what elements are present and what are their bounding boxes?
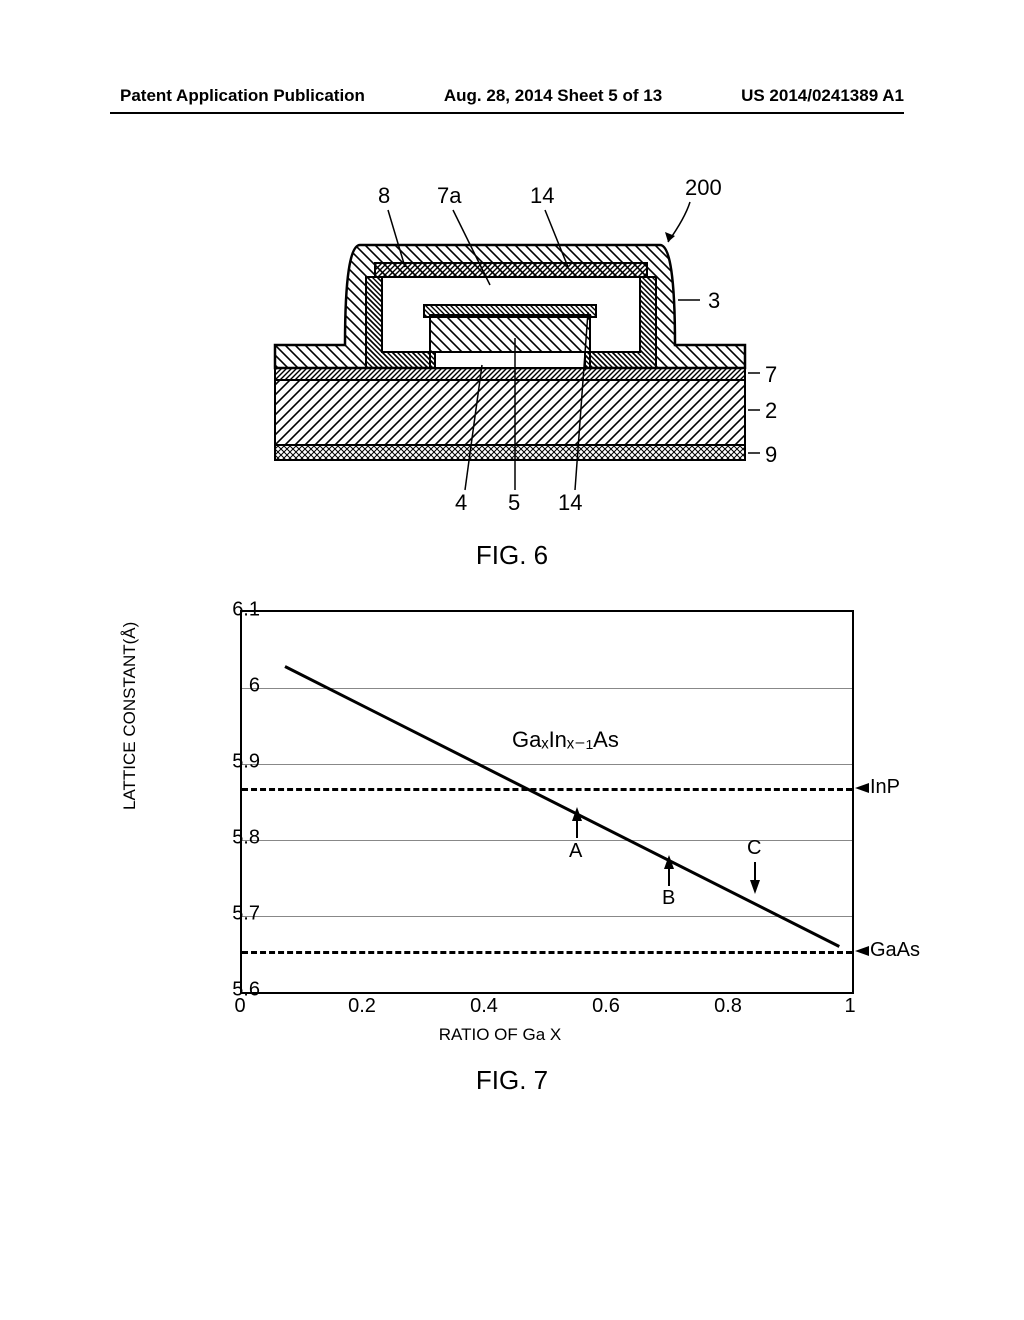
point-c-label: C — [747, 837, 761, 860]
fig6-ref-14-top: 14 — [530, 183, 554, 209]
point-b-arrow — [664, 855, 674, 869]
xtick: 0.2 — [348, 995, 376, 1018]
header-rule — [110, 112, 904, 114]
ytick: 6 — [210, 675, 260, 698]
xtick: 0 — [234, 995, 245, 1018]
ytick: 5.9 — [210, 751, 260, 774]
gridline — [242, 764, 852, 765]
patent-header: Patent Application Publication Aug. 28, … — [0, 86, 1024, 106]
header-right: US 2014/0241389 A1 — [741, 86, 904, 106]
series-label: GaₓInₓ₋₁As — [512, 727, 619, 753]
point-a-arrow — [572, 807, 582, 821]
xtick: 0.8 — [714, 995, 742, 1018]
gridline — [242, 916, 852, 917]
gaas-arrow — [855, 946, 869, 956]
fig7-caption: FIG. 7 — [0, 1065, 1024, 1096]
inp-label: InP — [870, 776, 900, 799]
fig6-ref-14-bot: 14 — [558, 490, 582, 516]
point-c-stem — [754, 862, 756, 880]
point-a-label: A — [569, 840, 582, 863]
fig6-ref-200: 200 — [685, 175, 722, 201]
fig6-ref-3: 3 — [708, 288, 720, 314]
fig6-ref-9: 9 — [765, 442, 777, 468]
point-b-stem — [668, 868, 670, 886]
gaas-line — [242, 951, 852, 954]
fig6-caption: FIG. 6 — [0, 540, 1024, 571]
header-left: Patent Application Publication — [120, 86, 365, 106]
xtick: 0.4 — [470, 995, 498, 1018]
fig6-diagram: 8 7a 14 200 3 7 2 9 4 5 14 — [230, 170, 790, 540]
ytick: 5.8 — [210, 827, 260, 850]
ytick: 5.7 — [210, 903, 260, 926]
ytick: 6.1 — [210, 599, 260, 622]
chart-frame: GaₓInₓ₋₁As A B C — [240, 610, 854, 994]
xtick: 0.6 — [592, 995, 620, 1018]
point-c-arrow — [750, 880, 760, 894]
fig6-ref-8: 8 — [378, 183, 390, 209]
series-line — [284, 665, 840, 948]
x-axis-label: RATIO OF Ga X — [120, 1025, 880, 1045]
fig7-chart: GaₓInₓ₋₁As A B C InP GaAs 5.6 5.7 5.8 5.… — [120, 590, 880, 1070]
point-b-label: B — [662, 887, 675, 910]
fig6-ref-4: 4 — [455, 490, 467, 516]
inp-line — [242, 788, 852, 791]
fig6-ref-7: 7 — [765, 362, 777, 388]
fig6-ref-2: 2 — [765, 398, 777, 424]
y-axis-label: LATTICE CONSTANT(Å) — [120, 622, 140, 810]
point-a-stem — [576, 820, 578, 838]
fig6-ref-7a: 7a — [437, 183, 461, 209]
gaas-label: GaAs — [870, 939, 920, 962]
inp-arrow — [855, 783, 869, 793]
xtick: 1 — [844, 995, 855, 1018]
header-center: Aug. 28, 2014 Sheet 5 of 13 — [444, 86, 662, 106]
fig6-svg — [230, 170, 790, 500]
fig6-ref-5: 5 — [508, 490, 520, 516]
